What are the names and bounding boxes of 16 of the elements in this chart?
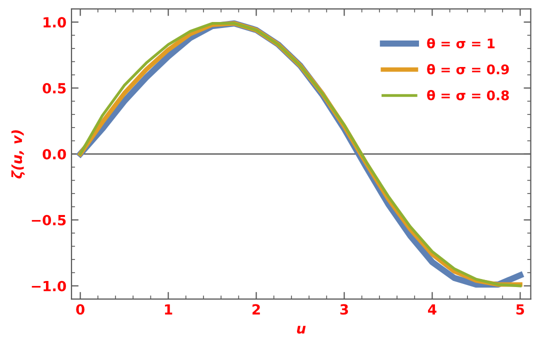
x-tick-label: 1 [165, 304, 172, 314]
y-axis-title: ζ(u, v) [11, 130, 25, 179]
y-tick-label: 0.5 [42, 83, 66, 94]
x-tick-label: 3 [340, 304, 348, 315]
legend-label: θ = σ = 1 [427, 38, 495, 48]
x-tick-label: 5 [516, 304, 524, 315]
y-tick-label: 0.0 [42, 148, 66, 160]
y-tick-label: 1.0 [44, 17, 66, 28]
legend-label: θ = σ = 0.8 [427, 90, 509, 100]
x-axis-title: u [297, 326, 306, 334]
legend-label: θ = σ = 0.9 [427, 64, 509, 74]
y-tick-label: −0.5 [32, 214, 66, 226]
x-tick-label: 4 [428, 304, 436, 314]
y-tick-label: −1.0 [32, 280, 66, 292]
x-tick-label: 0 [76, 304, 84, 315]
x-tick-label: 2 [252, 304, 260, 314]
